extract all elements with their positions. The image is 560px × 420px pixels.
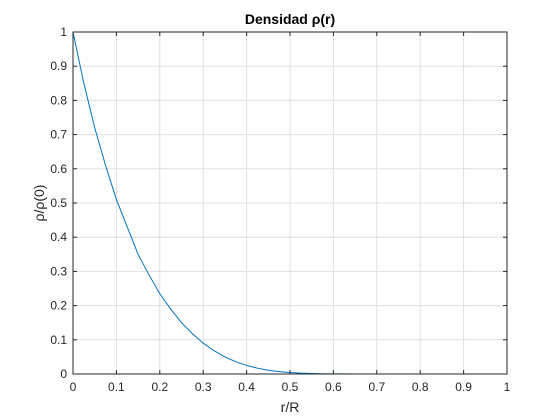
y-tick-label: 0.3 <box>50 264 67 278</box>
x-tick-label: 0.7 <box>368 380 385 394</box>
y-tick-label: 0.4 <box>50 230 67 244</box>
x-tick-label: 1 <box>504 380 511 394</box>
y-tick-label: 0.8 <box>50 93 67 107</box>
x-tick-label: 0 <box>70 380 77 394</box>
x-tick-label: 0.4 <box>238 380 255 394</box>
x-tick-label: 0.5 <box>282 380 299 394</box>
y-tick-label: 0.1 <box>50 333 67 347</box>
y-tick-label: 0.2 <box>50 299 67 313</box>
y-tick-label: 0 <box>60 367 67 381</box>
x-tick-label: 0.6 <box>325 380 342 394</box>
y-tick-label: 0.9 <box>50 59 67 73</box>
y-tick-label: 0.6 <box>50 162 67 176</box>
x-ticks: 0 0.1 0.2 0.3 0.4 0.5 0.6 0.7 0.8 0.9 1 <box>70 32 511 394</box>
y-tick-label: 0.5 <box>50 196 67 210</box>
x-tick-label: 0.8 <box>412 380 429 394</box>
x-tick-label: 0.3 <box>195 380 212 394</box>
chart-title: Densidad ρ(r) <box>245 11 335 27</box>
x-tick-label: 0.9 <box>455 380 472 394</box>
x-tick-label: 0.2 <box>151 380 168 394</box>
y-tick-label: 1 <box>60 25 67 39</box>
y-axis-label: ρ/ρ(0) <box>31 185 47 222</box>
y-tick-label: 0.7 <box>50 128 67 142</box>
x-axis-label: r/R <box>281 399 300 415</box>
y-ticks: 0 0.1 0.2 0.3 0.4 0.5 0.6 0.7 0.8 0.9 1 <box>50 25 507 381</box>
x-tick-label: 0.1 <box>108 380 125 394</box>
